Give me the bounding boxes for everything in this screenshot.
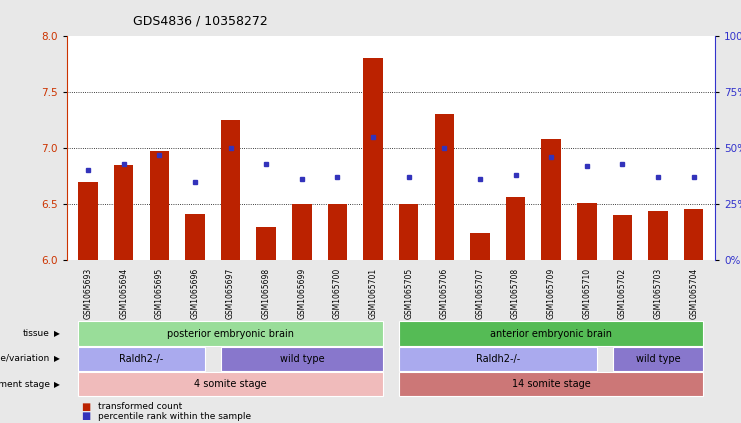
Bar [399,372,703,396]
Text: ■: ■ [82,402,90,412]
Text: GDS4836 / 10358272: GDS4836 / 10358272 [133,15,268,28]
Bar [613,347,703,371]
Bar [256,227,276,260]
Bar [684,209,703,260]
Bar [114,165,133,260]
Text: ■: ■ [82,411,90,421]
Bar [470,233,490,260]
Text: Raldh2-/-: Raldh2-/- [119,354,164,364]
Text: 14 somite stage: 14 somite stage [512,379,591,389]
Text: ▶: ▶ [54,329,60,338]
Text: percentile rank within the sample: percentile rank within the sample [98,412,251,421]
Text: wild type: wild type [636,354,680,364]
Bar [328,204,348,260]
Bar [434,114,454,260]
Text: genotype/variation: genotype/variation [0,354,50,363]
Bar [363,58,383,260]
Text: posterior embryonic brain: posterior embryonic brain [167,329,294,338]
Bar [79,347,205,371]
Bar [648,211,668,260]
Bar [542,139,561,260]
Text: development stage: development stage [0,380,50,389]
Bar [613,215,632,260]
Bar [79,372,383,396]
Bar [399,204,419,260]
Bar [292,204,312,260]
Text: wild type: wild type [279,354,324,364]
Bar [506,198,525,260]
Bar [577,203,597,260]
Text: 4 somite stage: 4 somite stage [194,379,267,389]
Text: ▶: ▶ [54,354,60,363]
Text: anterior embryonic brain: anterior embryonic brain [491,329,612,338]
Bar [221,347,383,371]
Bar [399,347,597,371]
Text: transformed count: transformed count [98,402,182,412]
Text: Raldh2-/-: Raldh2-/- [476,354,520,364]
Bar [221,120,240,260]
Bar [79,182,98,260]
Text: tissue: tissue [23,329,50,338]
Bar [79,321,383,346]
Bar [399,321,703,346]
Bar [150,151,169,260]
Text: ▶: ▶ [54,380,60,389]
Bar [185,214,205,260]
